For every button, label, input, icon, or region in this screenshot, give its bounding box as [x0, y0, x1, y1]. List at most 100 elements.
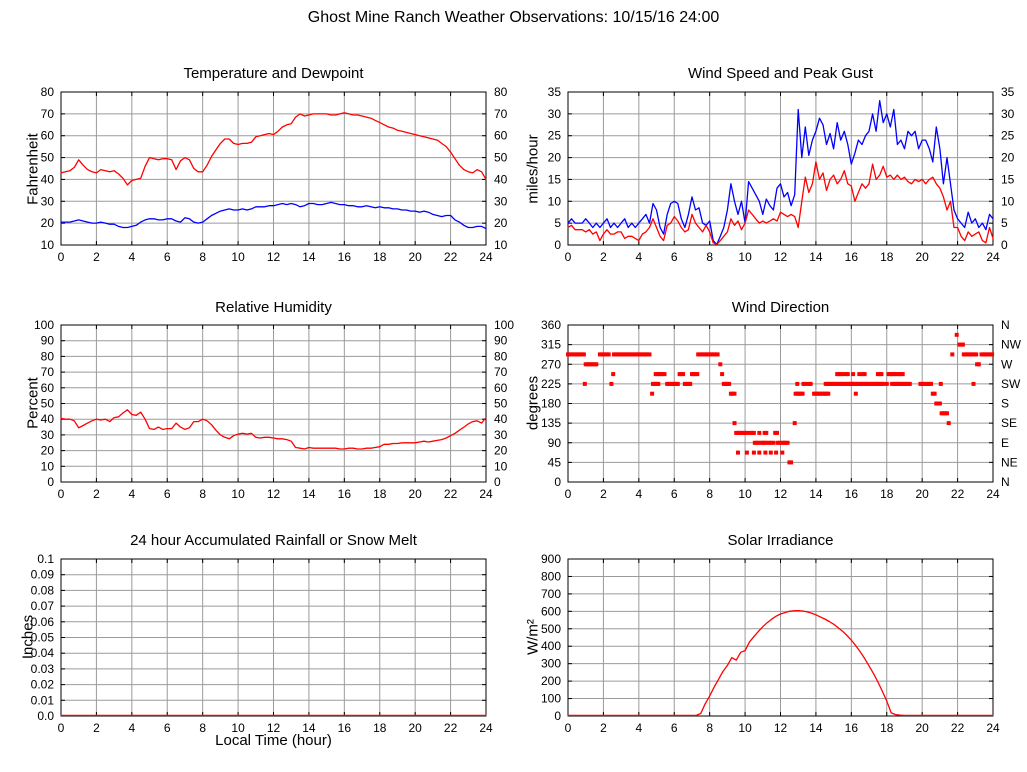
- svg-text:100: 100: [494, 318, 514, 332]
- svg-text:100: 100: [34, 318, 54, 332]
- y-axis-label-degrees: degrees: [524, 375, 542, 431]
- svg-text:315: 315: [541, 338, 561, 352]
- svg-text:70: 70: [494, 107, 508, 121]
- svg-text:10: 10: [41, 459, 55, 473]
- svg-text:80: 80: [494, 349, 508, 363]
- svg-text:35: 35: [1001, 85, 1015, 99]
- chart-title-wind-speed-gust: Wind Speed and Peak Gust: [687, 65, 874, 82]
- svg-text:SE: SE: [1001, 416, 1017, 430]
- svg-text:0: 0: [494, 475, 501, 489]
- chart-title-solar-irradiance: Solar Irradiance: [727, 532, 834, 549]
- series-wind-speed: [567, 161, 994, 246]
- svg-text:22: 22: [951, 250, 965, 264]
- svg-text:6: 6: [164, 487, 171, 501]
- series-solar-irradiance: [567, 609, 994, 717]
- svg-text:16: 16: [845, 487, 859, 501]
- y-axis-label-inches: Inches: [19, 614, 37, 660]
- svg-text:16: 16: [338, 487, 352, 501]
- svg-text:10: 10: [548, 194, 562, 208]
- svg-text:60: 60: [41, 129, 55, 143]
- svg-text:20: 20: [1001, 151, 1015, 165]
- svg-text:80: 80: [494, 85, 508, 99]
- svg-text:10: 10: [1001, 194, 1015, 208]
- svg-text:2: 2: [93, 721, 100, 735]
- svg-text:10: 10: [231, 250, 245, 264]
- svg-text:0: 0: [554, 238, 561, 252]
- svg-text:25: 25: [1001, 129, 1015, 143]
- svg-text:24: 24: [986, 487, 1000, 501]
- svg-text:50: 50: [41, 397, 55, 411]
- svg-text:14: 14: [809, 487, 823, 501]
- chart-title-wind-direction: Wind Direction: [731, 299, 830, 316]
- svg-text:NW: NW: [1001, 338, 1022, 352]
- svg-text:50: 50: [494, 151, 508, 165]
- svg-text:16: 16: [845, 721, 859, 735]
- svg-text:24: 24: [479, 250, 493, 264]
- svg-text:24: 24: [479, 487, 493, 501]
- svg-text:20: 20: [915, 721, 929, 735]
- gridlines: [568, 92, 993, 245]
- svg-text:30: 30: [494, 428, 508, 442]
- svg-text:700: 700: [541, 587, 561, 601]
- series-dewpoint: [60, 201, 487, 230]
- svg-text:12: 12: [267, 721, 281, 735]
- series-peak-gust: [567, 100, 994, 246]
- svg-text:2: 2: [600, 487, 607, 501]
- chart-title-temperature-dewpoint: Temperature and Dewpoint: [183, 65, 364, 82]
- chart-rainfall: 0 2 4 6 8 10 12 14 16 18 20 22 240.00.010.020.030.04…: [31, 552, 493, 735]
- svg-text:0: 0: [554, 709, 561, 723]
- svg-text:300: 300: [541, 657, 561, 671]
- svg-text:4: 4: [635, 721, 642, 735]
- svg-text:0: 0: [565, 487, 572, 501]
- tick-marks: [567, 91, 994, 246]
- svg-text:70: 70: [494, 365, 508, 379]
- svg-text:18: 18: [373, 250, 387, 264]
- svg-text:80: 80: [41, 85, 55, 99]
- svg-text:0: 0: [554, 475, 561, 489]
- svg-text:5: 5: [1001, 216, 1008, 230]
- tick-labels: 0 2 4 6 8 10 12 14 16 18 20 22 241020304050607080102…: [41, 85, 508, 264]
- svg-text:12: 12: [774, 250, 788, 264]
- svg-text:40: 40: [494, 172, 508, 186]
- svg-text:135: 135: [541, 416, 561, 430]
- svg-text:2: 2: [93, 487, 100, 501]
- svg-text:8: 8: [706, 250, 713, 264]
- svg-text:22: 22: [444, 487, 458, 501]
- svg-text:4: 4: [635, 250, 642, 264]
- svg-text:200: 200: [541, 674, 561, 688]
- y-axis-label-fahrenheit: Fahrenheit: [24, 133, 42, 205]
- svg-text:18: 18: [880, 250, 894, 264]
- svg-text:6: 6: [164, 721, 171, 735]
- svg-text:0.0: 0.0: [37, 709, 54, 723]
- svg-text:70: 70: [41, 365, 55, 379]
- chart-solar-irradiance: 0 2 4 6 8 10 12 14 16 18 20 22 240100200300400500600…: [541, 552, 1000, 735]
- svg-text:2: 2: [93, 250, 100, 264]
- svg-text:400: 400: [541, 639, 561, 653]
- svg-text:35: 35: [548, 85, 562, 99]
- chart-relative-humidity: 0 2 4 6 8 10 12 14 16 18 20 22 240102030405060708090…: [34, 318, 514, 501]
- svg-text:20: 20: [41, 444, 55, 458]
- svg-text:20: 20: [408, 721, 422, 735]
- tick-labels: 0 2 4 6 8 10 12 14 16 18 20 22 240459013518022527031…: [541, 318, 1022, 501]
- svg-text:10: 10: [231, 721, 245, 735]
- svg-text:12: 12: [774, 721, 788, 735]
- series-temperature: [60, 112, 487, 186]
- svg-text:16: 16: [338, 250, 352, 264]
- svg-text:600: 600: [541, 604, 561, 618]
- gridlines: [61, 92, 486, 245]
- svg-text:20: 20: [494, 216, 508, 230]
- gridlines: [61, 559, 486, 716]
- svg-text:6: 6: [671, 721, 678, 735]
- svg-text:10: 10: [494, 459, 508, 473]
- svg-text:40: 40: [494, 412, 508, 426]
- svg-text:24: 24: [986, 250, 1000, 264]
- svg-text:4: 4: [128, 721, 135, 735]
- series-relative-humidity: [60, 409, 487, 450]
- svg-text:14: 14: [809, 721, 823, 735]
- svg-text:0.06: 0.06: [31, 615, 55, 629]
- svg-text:E: E: [1001, 436, 1009, 450]
- svg-text:0: 0: [47, 475, 54, 489]
- svg-text:15: 15: [1001, 172, 1015, 186]
- svg-text:20: 20: [41, 216, 55, 230]
